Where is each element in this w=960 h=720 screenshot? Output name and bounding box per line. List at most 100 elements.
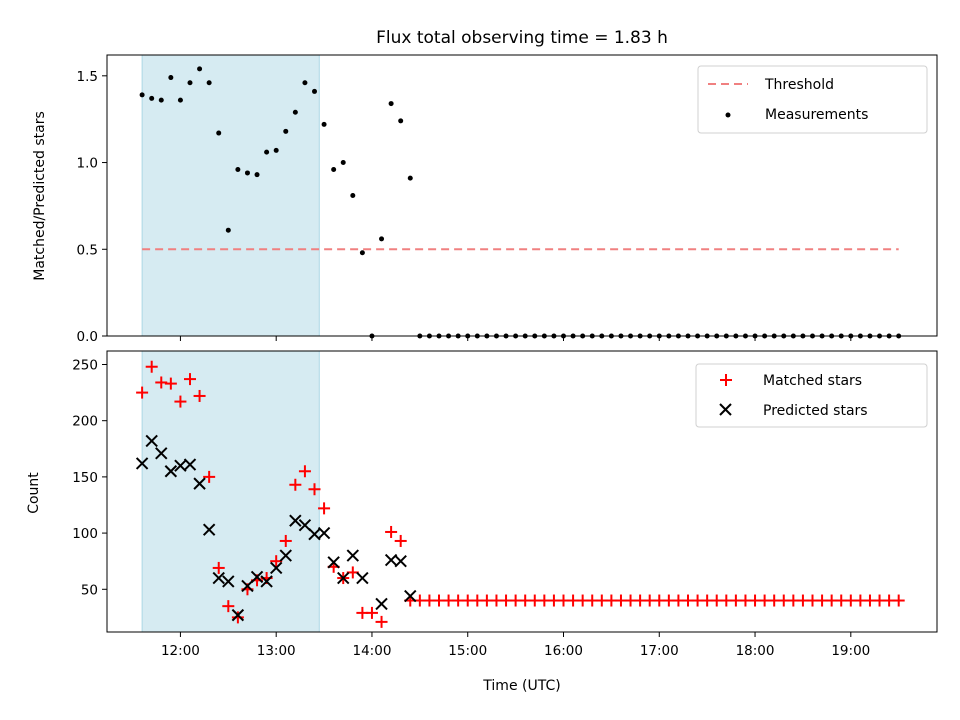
matched-star-point [203, 470, 216, 483]
bottom-x-ticks: 12:00 13:00 14:00 15:00 16:00 17:00 18:00 19:00 [161, 632, 870, 659]
matched-star-point [155, 376, 168, 389]
measurement-point [139, 92, 145, 98]
measurement-point [254, 172, 260, 178]
legend-predicted-swatch [719, 403, 732, 416]
measurement-point [244, 170, 250, 176]
matched-star-point [270, 555, 283, 568]
measurement-point [359, 250, 365, 256]
measurement-point [206, 80, 212, 86]
y-tick-label: 1.5 [77, 69, 98, 85]
measurement-point [177, 97, 183, 103]
measurement-point [283, 128, 289, 134]
top-x-ticks [179, 336, 852, 341]
measurement-point [321, 121, 327, 127]
measurement-point [331, 166, 337, 172]
bottom-y-ticks: 50 100 150 200 250 [72, 357, 107, 598]
measurement-point [312, 88, 317, 94]
bottom-y-axis-label: Count [26, 472, 42, 514]
matched-star-point [279, 534, 292, 547]
predicted-star-point [260, 575, 273, 588]
x-tick-label: 12:00 [161, 643, 200, 659]
bottom-panel: 50 100 150 200 250 12:00 13:00 14:00 15:00 16:00… [26, 350, 938, 694]
matched-star-point [222, 600, 235, 613]
predicted-star-point [135, 457, 149, 470]
y-tick-label: 50 [81, 582, 98, 598]
legend-matched-label: Matched stars [763, 373, 862, 389]
matched-star-point [365, 606, 378, 619]
legend-threshold-label: Threshold [764, 77, 834, 93]
predicted-star-point [193, 477, 206, 490]
matched-star-point [394, 534, 407, 547]
x-tick-label: 18:00 [736, 643, 775, 659]
predicted-star-point [183, 458, 197, 471]
y-tick-label: 0.0 [77, 329, 98, 345]
measurement-point [302, 80, 308, 86]
bottom-legend-box [695, 363, 928, 428]
predicted-star-point [222, 575, 235, 588]
legend-matched-swatch [720, 374, 732, 386]
measurement-point [388, 101, 394, 107]
measurement-point [225, 227, 231, 233]
measurement-point [379, 236, 385, 242]
matched-star-point [164, 377, 177, 390]
x-tick-label: 17:00 [640, 643, 679, 659]
predicted-star-point [317, 526, 331, 540]
top-shaded-interval [141, 54, 320, 337]
matched-star-point [298, 465, 311, 478]
chart-title: Flux total observing time = 1.83 h [376, 28, 668, 48]
predicted-star-point [145, 434, 158, 448]
matched-star-point [318, 502, 331, 515]
bottom-legend: Matched stars Predicted stars [695, 363, 928, 428]
predicted-star-point [346, 549, 360, 562]
predicted-star-point [298, 519, 312, 532]
matched-star-point [184, 373, 196, 386]
legend-measurements-swatch [725, 112, 731, 118]
predicted-star-point [250, 570, 264, 584]
predicted-star-points [135, 434, 417, 622]
matched-star-point [385, 525, 398, 538]
top-panel: 0.0 0.5 1.0 1.5 Matched/Predicted stars Thr… [32, 54, 938, 345]
matched-star-point [892, 594, 905, 607]
top-axes-frame [106, 54, 938, 337]
predicted-star-point [327, 556, 340, 569]
x-tick-label: 14:00 [353, 643, 392, 659]
bottom-axes-frame [106, 350, 938, 633]
predicted-star-point [356, 571, 369, 585]
measurement-point [149, 95, 155, 101]
matched-star-point [289, 478, 302, 491]
matched-star-point [346, 566, 359, 579]
legend-measurements-label: Measurements [765, 107, 868, 123]
y-tick-label: 200 [72, 414, 98, 430]
predicted-star-point [375, 597, 388, 611]
measurement-point [264, 149, 270, 155]
x-axis-label: Time (UTC) [482, 678, 560, 694]
y-tick-label: 100 [72, 526, 98, 542]
y-tick-label: 1.0 [77, 156, 98, 172]
measurement-point [292, 109, 298, 115]
predicted-star-point [269, 561, 283, 575]
matched-star-point [136, 386, 149, 399]
measurement-point [398, 118, 404, 124]
measurement-point [235, 166, 241, 172]
x-tick-label: 13:00 [257, 643, 296, 659]
measurement-point [168, 75, 174, 81]
measurement-point [340, 160, 346, 166]
predicted-star-point [155, 447, 168, 460]
x-tick-label: 19:00 [831, 643, 870, 659]
measurement-point [187, 80, 193, 86]
predicted-star-point [289, 514, 302, 527]
x-tick-label: 15:00 [448, 643, 487, 659]
measurement-point [216, 130, 222, 136]
top-legend: Threshold Measurements [697, 65, 928, 134]
measurement-point [407, 175, 413, 181]
matched-star-point [193, 389, 206, 402]
matched-star-point [231, 611, 244, 624]
matched-star-point [375, 615, 388, 628]
matched-star-point [212, 561, 225, 574]
y-tick-label: 150 [72, 470, 98, 486]
predicted-star-point [404, 589, 417, 603]
predicted-star-point [279, 549, 292, 562]
predicted-star-point [231, 608, 245, 622]
predicted-star-point [337, 571, 350, 585]
